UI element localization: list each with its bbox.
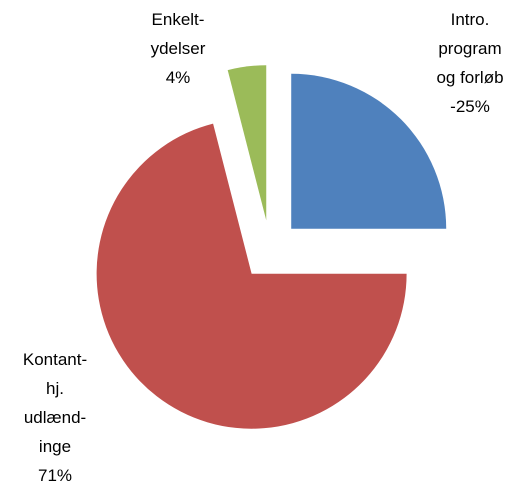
- category-label: ydelser: [151, 39, 206, 58]
- category-label: inge: [39, 437, 71, 456]
- pie-slice: [291, 73, 447, 229]
- pie-slice: [96, 123, 407, 429]
- pie-slice: [227, 65, 267, 221]
- slice-label: Kontant-hj. udlænd-inge 71%: [23, 350, 87, 485]
- value-label: 4%: [166, 68, 191, 87]
- category-label: Enkelt-: [152, 10, 205, 29]
- category-label: hj.: [46, 379, 64, 398]
- category-label: og forløb: [436, 68, 503, 87]
- category-label: Intro.: [451, 10, 490, 29]
- slice-label: Intro. program og forløb -25%: [436, 10, 503, 116]
- category-label: -: [450, 97, 456, 116]
- category-label: Kontant-: [23, 350, 87, 369]
- value-label: 25%: [456, 97, 490, 116]
- category-label: udlænd-: [24, 408, 86, 427]
- slice-label: Enkelt-ydelser 4%: [151, 10, 206, 87]
- category-label: program: [438, 39, 501, 58]
- value-label: 71%: [38, 466, 72, 485]
